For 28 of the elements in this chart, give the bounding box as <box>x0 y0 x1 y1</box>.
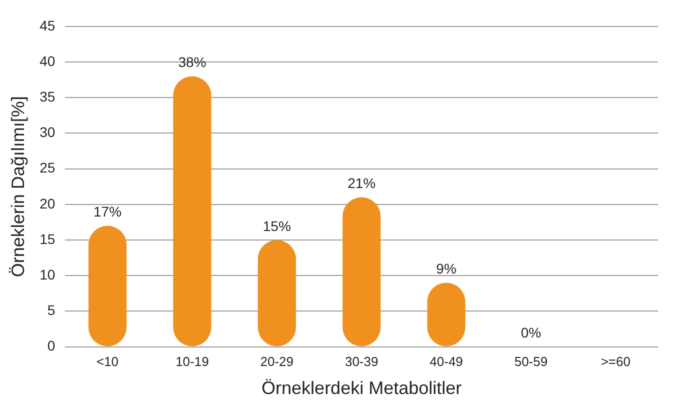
x-tick-label: <10 <box>96 354 119 370</box>
x-tick-label: >=60 <box>600 354 630 370</box>
y-axis-title: Örneklerin Dağılımı[%] <box>8 96 28 278</box>
data-label: 38% <box>178 54 206 70</box>
y-tick-label: 45 <box>40 17 56 34</box>
y-tick-label: 30 <box>40 124 56 140</box>
x-tick-label: 20-29 <box>260 354 294 370</box>
x-tick-label: 40-49 <box>430 354 463 370</box>
bar <box>342 197 381 346</box>
data-label: 9% <box>436 260 456 277</box>
data-label: 15% <box>262 218 291 234</box>
y-tick-label: 35 <box>40 88 56 104</box>
x-tick-label: 30-39 <box>344 354 378 370</box>
x-tick-label: 50-59 <box>514 354 548 370</box>
data-label: 17% <box>94 204 122 220</box>
y-tick-label: 10 <box>40 266 56 282</box>
y-tick-label: 5 <box>47 302 56 318</box>
bar <box>88 226 127 346</box>
bar <box>173 76 212 346</box>
y-tick-label: 0 <box>47 338 56 354</box>
data-label: 0% <box>520 324 542 341</box>
x-axis-title: Örneklerdeki Metabolitler <box>262 378 462 398</box>
y-tick-label: 20 <box>40 195 56 212</box>
data-label: 21% <box>348 175 376 192</box>
x-tick-label: 10-19 <box>176 354 209 370</box>
y-tick-label: 25 <box>40 160 56 176</box>
y-tick-label: 40 <box>40 52 56 69</box>
y-tick-label: 15 <box>40 230 56 247</box>
